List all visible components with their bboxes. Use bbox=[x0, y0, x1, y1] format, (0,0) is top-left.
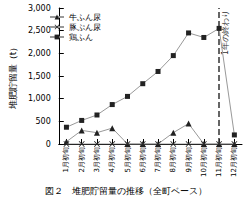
svg-text:3,000: 3,000 bbox=[28, 4, 51, 13]
svg-text:1,000: 1,000 bbox=[28, 94, 51, 103]
svg-text:2,000: 2,000 bbox=[28, 49, 51, 58]
svg-text:1月初旬: 1月初旬 bbox=[62, 147, 70, 172]
svg-text:11月初旬: 11月初旬 bbox=[215, 147, 223, 177]
svg-text:堆肥貯留量（t）: 堆肥貯留量（t） bbox=[8, 43, 18, 111]
svg-text:12月初旬: 12月初旬 bbox=[230, 147, 238, 177]
svg-text:7月初旬: 7月初旬 bbox=[154, 147, 162, 172]
svg-text:9月初旬: 9月初旬 bbox=[185, 147, 193, 172]
svg-text:5月初旬: 5月初旬 bbox=[124, 147, 132, 172]
svg-text:1年の始まり: 1年の始まり bbox=[224, 97, 233, 142]
svg-text:図２ 堆肥貯留量の推移（全町ベース）: 図２ 堆肥貯留量の推移（全町ベース） bbox=[45, 186, 207, 196]
svg-text:0: 0 bbox=[46, 140, 51, 149]
svg-text:1,500: 1,500 bbox=[28, 72, 51, 81]
svg-text:500: 500 bbox=[36, 117, 51, 126]
svg-text:8月初旬: 8月初旬 bbox=[169, 147, 177, 172]
svg-text:鶏ふん: 鶏ふん bbox=[69, 33, 93, 42]
svg-text:1年の終わり: 1年の終わり bbox=[220, 10, 230, 56]
svg-text:牛ふん尿: 牛ふん尿 bbox=[69, 13, 101, 22]
svg-text:2,500: 2,500 bbox=[28, 26, 51, 35]
svg-text:6月初旬: 6月初旬 bbox=[139, 147, 147, 172]
svg-text:3月初旬: 3月初旬 bbox=[93, 147, 101, 172]
svg-text:豚ぷん尿: 豚ぷん尿 bbox=[69, 23, 101, 32]
svg-text:10月初旬: 10月初旬 bbox=[200, 147, 208, 177]
svg-text:4月初旬: 4月初旬 bbox=[108, 147, 116, 172]
svg-text:2月初旬: 2月初旬 bbox=[78, 147, 86, 172]
